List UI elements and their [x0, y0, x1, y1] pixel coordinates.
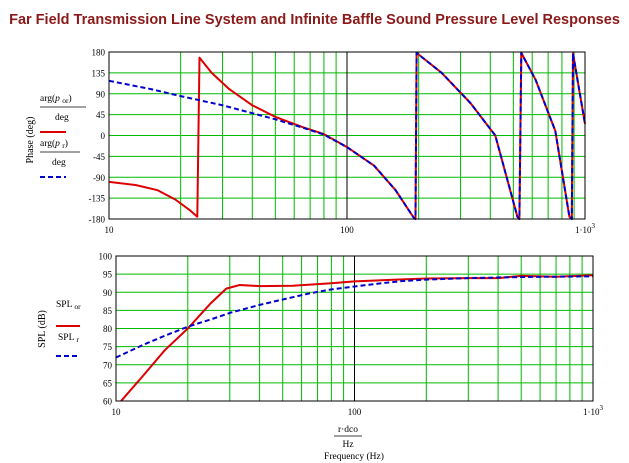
spl-ylabel: SPL (dB) [37, 310, 48, 348]
plot-frame [115, 255, 594, 402]
y-tick-label: -135 [89, 194, 106, 204]
x-tick-label: 10 [112, 407, 122, 417]
y-tick-label: 60 [103, 397, 113, 407]
y-tick-label: 100 [99, 252, 113, 262]
y-tick-label: 95 [103, 270, 113, 280]
legend-arg-por-num: arg(p or) [40, 93, 72, 105]
y-tick-label: 180 [92, 48, 106, 58]
x-tick-label: 10 [105, 225, 115, 235]
y-tick-label: 45 [96, 110, 106, 120]
y-tick-label: -180 [89, 215, 106, 225]
y-tick-label: 135 [92, 68, 106, 78]
legend-spl-or: SPL or [56, 300, 81, 311]
y-tick-label: 75 [103, 342, 113, 352]
legend-arg-pr-den: deg [52, 158, 66, 168]
xlabel-num: r·dco [338, 425, 358, 435]
y-tick-label: -45 [93, 152, 105, 162]
legend-arg-por-den: deg [55, 113, 69, 123]
chart-title: Far Field Transmission Line System and I… [9, 12, 620, 28]
spl-xlabel: r·dco Hz Frequency (Hz) [324, 425, 384, 462]
plot-frame [108, 51, 586, 220]
series-line-splr [115, 275, 594, 359]
y-tick-label: 90 [103, 288, 113, 298]
y-tick-label: 65 [103, 378, 113, 388]
series-line-splor [120, 274, 594, 402]
y-tick-label: 70 [103, 360, 113, 370]
y-tick-label: 85 [103, 306, 113, 316]
phase-ylabel: Phase (deg) [25, 117, 36, 164]
y-tick-label: 90 [96, 89, 106, 99]
x-tick-label: 1·103 [575, 222, 596, 235]
y-tick-label: 0 [101, 131, 106, 141]
legend-spl-r: SPL r [58, 333, 79, 344]
x-tick-label: 1·103 [583, 404, 604, 417]
legend-arg-pr-num: arg(p r) [40, 138, 68, 150]
x-tick-label: 100 [340, 225, 354, 235]
spl-axis-label: SPL (dB) SPL or SPL r [37, 300, 81, 357]
xlabel-frequency: Frequency (Hz) [324, 451, 384, 462]
x-tick-label: 100 [348, 407, 362, 417]
y-tick-label: -90 [93, 173, 105, 183]
phase-axis-label: Phase (deg) arg(p or) deg arg(p r) deg [25, 93, 86, 178]
y-tick-label: 80 [103, 324, 113, 334]
xlabel-den: Hz [342, 440, 353, 450]
